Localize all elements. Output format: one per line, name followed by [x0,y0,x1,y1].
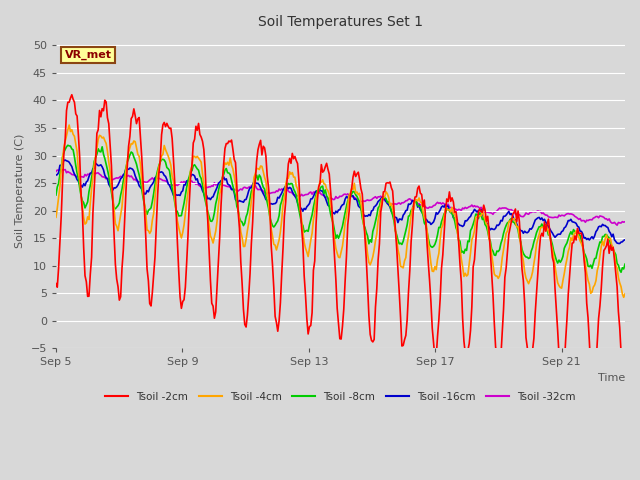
Line: Tsoil -16cm: Tsoil -16cm [56,160,625,243]
Tsoil -16cm [621,237,629,243]
Y-axis label: Soil Temperature (C): Soil Temperature (C) [15,134,25,249]
Tsoil -16cm [61,157,69,163]
Tsoil -8cm [492,252,499,258]
Tsoil -16cm [616,240,623,246]
Tsoil -4cm [52,215,60,220]
X-axis label: Time: Time [598,373,625,383]
Tsoil -32cm [621,219,629,225]
Tsoil -8cm [97,149,105,155]
Tsoil -32cm [59,167,67,172]
Tsoil -16cm [492,225,499,231]
Tsoil -2cm [504,248,511,254]
Tsoil -2cm [448,195,456,201]
Tsoil -8cm [621,261,629,267]
Tsoil -4cm [504,228,511,234]
Tsoil -2cm [52,281,60,287]
Line: Tsoil -8cm: Tsoil -8cm [56,145,625,272]
Tsoil -32cm [504,206,511,212]
Tsoil -2cm [621,377,629,383]
Text: VR_met: VR_met [65,50,111,60]
Tsoil -8cm [52,192,60,198]
Tsoil -16cm [97,162,105,168]
Tsoil -16cm [52,172,60,178]
Tsoil -4cm [492,273,499,279]
Tsoil -8cm [575,231,582,237]
Tsoil -16cm [575,224,582,230]
Tsoil -32cm [448,205,456,211]
Tsoil -8cm [504,220,511,226]
Tsoil -32cm [383,199,391,205]
Legend: Tsoil -2cm, Tsoil -4cm, Tsoil -8cm, Tsoil -16cm, Tsoil -32cm: Tsoil -2cm, Tsoil -4cm, Tsoil -8cm, Tsoi… [101,387,580,406]
Title: Soil Temperatures Set 1: Soil Temperatures Set 1 [258,15,423,29]
Tsoil -32cm [52,168,60,174]
Tsoil -2cm [97,114,105,120]
Tsoil -2cm [492,344,499,350]
Tsoil -4cm [383,191,391,197]
Tsoil -16cm [448,210,456,216]
Tsoil -2cm [576,230,584,236]
Tsoil -32cm [575,216,582,222]
Tsoil -2cm [383,180,391,186]
Tsoil -4cm [575,234,582,240]
Line: Tsoil -2cm: Tsoil -2cm [56,95,625,384]
Tsoil -16cm [504,210,511,216]
Tsoil -32cm [492,209,499,215]
Line: Tsoil -32cm: Tsoil -32cm [56,169,625,225]
Tsoil -32cm [97,172,105,178]
Tsoil -16cm [383,201,391,206]
Line: Tsoil -4cm: Tsoil -4cm [56,125,625,297]
Tsoil -2cm [68,92,76,97]
Tsoil -4cm [620,294,627,300]
Tsoil -8cm [448,211,456,216]
Tsoil -2cm [559,381,567,387]
Tsoil -8cm [383,199,391,205]
Tsoil -32cm [613,222,621,228]
Tsoil -4cm [448,204,456,210]
Tsoil -8cm [617,269,625,275]
Tsoil -4cm [97,133,105,139]
Tsoil -8cm [64,143,72,148]
Tsoil -4cm [65,122,73,128]
Tsoil -4cm [621,291,629,297]
